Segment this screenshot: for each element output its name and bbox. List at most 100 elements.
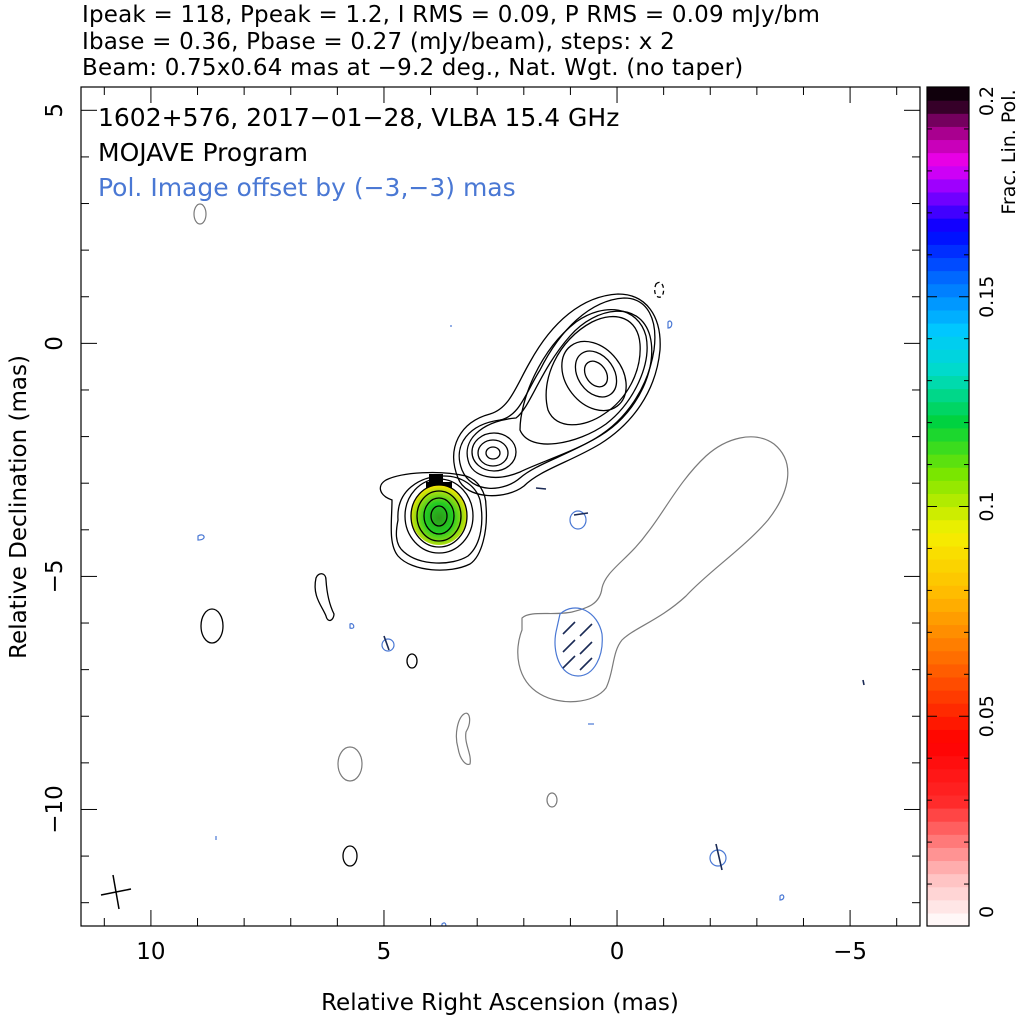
knot-contour <box>477 439 509 467</box>
jet-contour <box>583 360 609 388</box>
colorbar-band <box>927 611 969 626</box>
colorbar-band <box>927 834 969 848</box>
colorbar-label: Frac. Lin. Pol. <box>998 89 1020 214</box>
colorbar-band <box>927 191 969 206</box>
core-contour <box>395 475 483 564</box>
evpa-tick <box>562 655 576 669</box>
colorbar-band <box>927 100 969 114</box>
colorbar-band <box>927 703 969 717</box>
colorbar-band <box>927 126 969 141</box>
evpa-ticks <box>383 487 865 871</box>
colorbar-band <box>927 218 969 232</box>
colorbar-band <box>927 519 969 534</box>
colorbar-band <box>927 572 969 586</box>
jet-contour <box>545 315 641 426</box>
x-tick-label: 5 <box>377 939 392 965</box>
jet-contour <box>466 310 653 478</box>
pol-contour <box>381 638 395 652</box>
evpa-tick <box>562 639 576 653</box>
colorbar-tick-label: 0.2 <box>976 86 998 116</box>
colorbar-band <box>927 493 969 508</box>
colorbar-band <box>927 506 969 521</box>
knot-contour <box>471 432 517 472</box>
y-tick-label: −5 <box>42 559 68 593</box>
colorbar-band <box>927 283 969 298</box>
evpa-tick <box>579 657 593 671</box>
evpa-tick <box>535 487 547 490</box>
jet-contour <box>453 293 661 497</box>
island-contour <box>406 653 418 669</box>
header-line-1: Ipeak = 118, Ppeak = 1.2, I RMS = 0.09, … <box>82 2 821 28</box>
colorbar-band <box>927 427 969 442</box>
colorbar-band <box>927 532 969 547</box>
evpa-tick <box>562 621 576 635</box>
x-tick-label: 0 <box>610 939 625 965</box>
annotation-source: 1602+576, 2017−01−28, VLBA 15.4 GHz <box>98 103 619 132</box>
colorbar-band <box>927 729 969 744</box>
colorbar-band <box>927 847 969 862</box>
x-tick-label: −5 <box>833 939 867 965</box>
colorbar-band <box>927 860 969 875</box>
colorbar-band <box>927 454 969 468</box>
header-line-2: Ibase = 0.36, Pbase = 0.27 (mJy/beam), s… <box>82 29 675 55</box>
colorbar-band <box>927 113 969 127</box>
colorbar-tick-label: 0.15 <box>976 276 998 318</box>
offset-pol-contour <box>546 792 558 808</box>
stokes-i-contours <box>200 281 665 867</box>
evpa-tick <box>862 679 865 686</box>
colorbar-band <box>927 899 969 914</box>
core-contour <box>416 490 462 542</box>
colorbar-band <box>927 912 969 927</box>
colorbar-band <box>927 637 969 652</box>
colorbar-band <box>927 821 969 835</box>
jet-contour <box>519 308 648 445</box>
colorbar-band <box>927 768 969 783</box>
annotation-pol-offset: Pol. Image offset by (−3,−3) mas <box>98 173 516 202</box>
colorbar-band <box>927 716 969 730</box>
evpa-tick <box>715 843 723 871</box>
x-axis-label: Relative Right Ascension (mas) <box>321 990 679 1016</box>
colorbar-band <box>927 663 969 678</box>
colorbar-band <box>927 598 969 612</box>
colorbar-band <box>927 336 969 350</box>
evpa-tick <box>579 641 593 655</box>
map-content <box>100 203 865 926</box>
colorbar-band <box>927 781 969 796</box>
colorbar-band <box>927 545 969 560</box>
pol-contour <box>554 607 603 677</box>
colorbar-band <box>927 755 969 770</box>
y-axis-label: Relative Declination (mas) <box>6 355 32 659</box>
evpa-tick <box>383 635 390 651</box>
colorbar-band <box>927 742 969 757</box>
colorbar-band <box>927 690 969 704</box>
y-tick-label: −10 <box>42 785 68 834</box>
colorbar-tick-label: 0.05 <box>976 695 998 737</box>
island-contour <box>654 281 665 298</box>
jet-contour <box>458 297 656 489</box>
colorbar-band <box>927 676 969 691</box>
core-contour <box>410 484 468 548</box>
colorbar-band <box>927 375 969 390</box>
evpa-tick <box>579 623 593 637</box>
island-contour <box>200 608 224 644</box>
colorbar-band <box>927 139 969 154</box>
pol-contour <box>441 922 447 926</box>
pol-contours <box>197 320 785 926</box>
colorbar-band <box>927 349 969 363</box>
colorbar-tick-label: 0.1 <box>976 491 998 521</box>
colorbar-ticks <box>927 86 969 927</box>
jet-contour <box>561 340 627 412</box>
colorbar-band <box>927 467 969 481</box>
colorbar-tick-label: 0 <box>976 906 998 918</box>
colorbar-band <box>927 794 969 809</box>
colorbar-band <box>927 231 969 245</box>
knot-contour <box>485 446 501 460</box>
colorbar-band <box>927 414 969 429</box>
colorbar <box>927 87 969 927</box>
annotation-program: MOJAVE Program <box>98 138 308 167</box>
pol-contour <box>197 534 205 541</box>
pol-contour <box>349 623 355 629</box>
colorbar-band <box>927 322 969 337</box>
offset-pol-contour <box>517 436 789 703</box>
